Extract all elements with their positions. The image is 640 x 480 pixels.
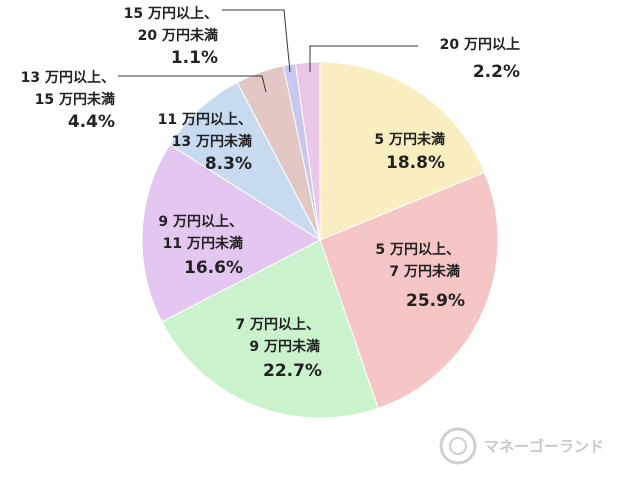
leader-line — [222, 9, 291, 73]
leader-lines — [118, 9, 418, 93]
slice-label: 9 万円未満 — [249, 338, 320, 355]
pie-slice — [169, 81, 322, 242]
pie — [141, 61, 499, 419]
slice-label: 5 万円以上、 — [375, 242, 460, 258]
slice-label: 9 万円以上、 — [158, 214, 243, 230]
watermark-logo — [439, 427, 477, 465]
pie-slice — [319, 171, 499, 409]
slice-label: 7 万円以上、 — [235, 317, 320, 333]
slice-label: 13 万円未満 — [172, 133, 252, 150]
slice-label: 5 万円未満 — [374, 131, 445, 148]
value-label: 4.4% — [68, 112, 115, 132]
slice-label: 20 万円以上 — [440, 37, 520, 53]
leader-line — [309, 45, 418, 72]
watermark: マネーゴーランド — [484, 438, 604, 456]
value-label: 16.6% — [184, 258, 243, 278]
pie-slice — [294, 61, 321, 241]
leader-line — [118, 75, 267, 93]
pie-slice — [319, 61, 486, 241]
labels: 5 万円未満 18.8% 5 万円以上、 7 万円未満 25.9% 7 万円以上、 9 万円… — [21, 6, 520, 381]
slice-label: 15 万円以上、 — [124, 6, 218, 22]
slice-label: 13 万円以上、 — [21, 70, 115, 86]
value-label: 22.7% — [263, 361, 322, 381]
slice-label: 7 万円未満 — [389, 263, 460, 280]
value-label: 18.8% — [386, 153, 445, 173]
value-label: 1.1% — [171, 48, 218, 68]
value-label: 8.3% — [205, 154, 252, 174]
slice-label: 15 万円未満 — [35, 91, 115, 108]
pie-slice — [141, 143, 322, 323]
value-label: 2.2% — [473, 62, 520, 82]
slice-label: 11 万円未満 — [163, 235, 243, 252]
pie-slice — [161, 239, 379, 419]
value-label: 25.9% — [406, 291, 465, 311]
slice-label: 11 万円以上、 — [158, 112, 252, 128]
slice-label: 20 万円未満 — [138, 27, 218, 44]
